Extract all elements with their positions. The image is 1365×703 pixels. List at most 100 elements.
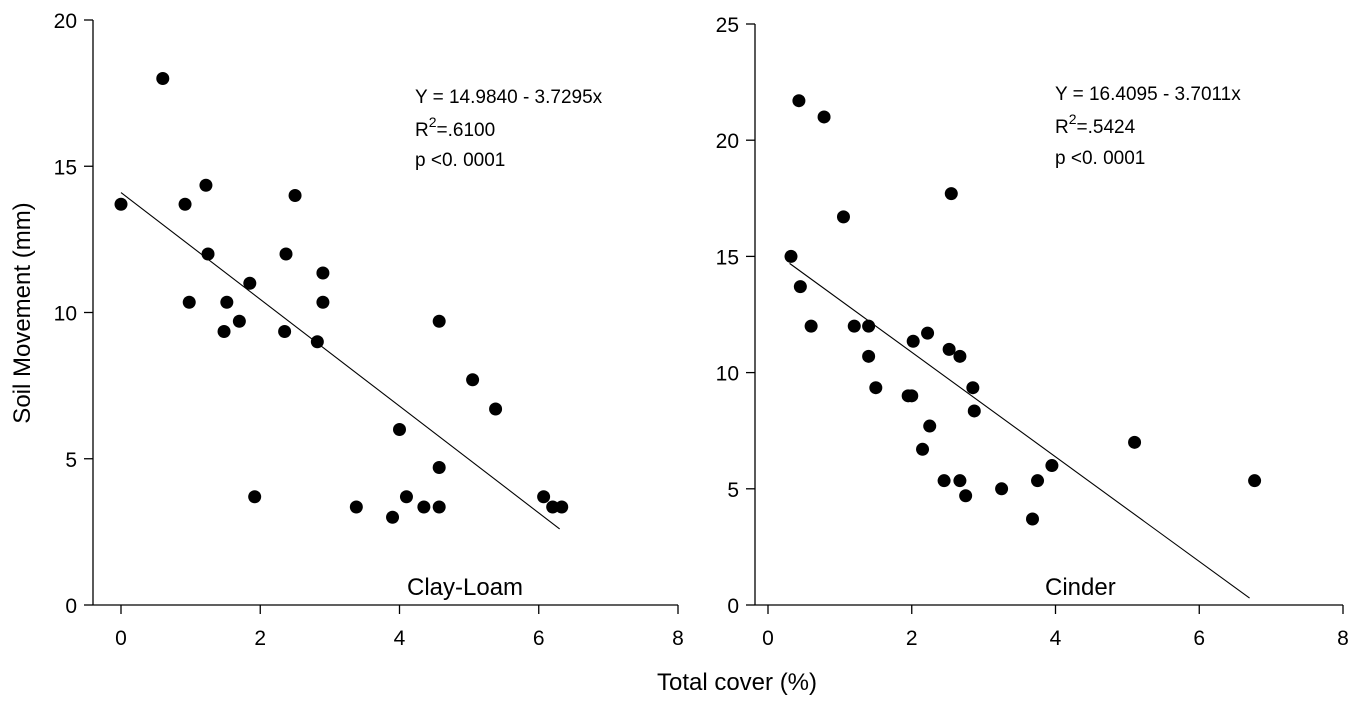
y-tick-label: 25: [716, 14, 739, 37]
data-point: [279, 247, 293, 261]
data-point: [156, 72, 170, 85]
data-point: [546, 500, 560, 514]
panel-label: Cinder: [1045, 574, 1116, 601]
data-point: [792, 94, 806, 108]
r-squared: R2=.5424: [1055, 111, 1136, 138]
data-point: [466, 373, 480, 387]
data-point: [555, 500, 569, 514]
data-point: [201, 247, 215, 261]
data-point: [399, 490, 413, 504]
p-value: p <0. 0001: [415, 150, 505, 171]
data-point: [386, 510, 400, 524]
data-point: [432, 461, 446, 475]
axes: 0 5 10 15 20 0 2 4 6 8: [54, 10, 684, 650]
data-point: [937, 474, 951, 488]
r-squared-value: =.5424: [1077, 117, 1136, 138]
data-point: [1128, 435, 1142, 449]
data-point: [921, 326, 935, 340]
r-squared-exponent: 2: [429, 114, 437, 130]
x-tick-label: 0: [762, 627, 774, 650]
x-tick-label: 2: [254, 627, 266, 650]
data-point: [847, 319, 861, 333]
y-tick-label: 5: [727, 479, 739, 502]
regression-equation: Y = 14.9840 - 3.7295x: [415, 87, 603, 108]
data-point: [916, 442, 930, 456]
regression-line: [120, 192, 560, 530]
x-tick-label: 2: [906, 627, 918, 650]
data-point: [182, 295, 196, 309]
data-point: [862, 349, 876, 363]
data-point: [349, 500, 363, 514]
y-tick-label: 15: [716, 246, 739, 269]
regression-line: [789, 262, 1250, 599]
data-point: [995, 482, 1009, 496]
data-point: [942, 342, 956, 356]
data-point: [862, 319, 876, 333]
x-tick-label: 4: [1050, 627, 1062, 650]
data-point: [393, 423, 406, 436]
y-tick-label: 0: [727, 595, 739, 618]
data-point: [417, 500, 431, 514]
r-squared: R2=.6100: [415, 114, 495, 141]
r-squared-exponent: 2: [1069, 111, 1077, 127]
panel-label: Clay-Loam: [407, 574, 523, 601]
y-axis-title: Soil Movement (mm): [9, 202, 36, 423]
x-tick-label: 0: [115, 627, 127, 650]
data-point: [316, 266, 330, 280]
y-tick-label: 20: [716, 130, 739, 153]
data-point: [537, 490, 551, 504]
y-tick-label: 5: [65, 449, 77, 472]
data-point: [944, 187, 958, 201]
data-point: [432, 500, 446, 514]
data-point: [243, 276, 257, 290]
data-point: [959, 489, 973, 503]
x-tick-label: 6: [533, 627, 545, 650]
r-squared-prefix: R: [415, 120, 429, 141]
y-tick-label: 15: [54, 156, 77, 179]
data-point: [966, 381, 980, 395]
x-tick-label: 6: [1193, 627, 1205, 650]
data-point: [220, 295, 234, 309]
marks: [784, 94, 1262, 599]
data-point: [953, 349, 967, 363]
x-axis-title: Total cover (%): [657, 669, 817, 696]
r-squared-value: =.6100: [437, 120, 496, 141]
data-point: [836, 210, 850, 224]
data-point: [248, 490, 262, 504]
data-point: [232, 314, 246, 328]
marks: [114, 72, 569, 530]
regression-equation: Y = 16.4095 - 3.7011x: [1055, 84, 1241, 105]
axes: 0 5 10 15 20 25 0 2 4 6 8: [716, 14, 1349, 650]
y-tick-label: 10: [716, 363, 739, 386]
data-point: [869, 381, 883, 395]
data-point: [278, 325, 292, 339]
data-point: [967, 404, 981, 418]
x-tick-label: 8: [1337, 627, 1349, 650]
p-value: p <0. 0001: [1055, 148, 1145, 169]
data-point: [217, 325, 231, 339]
data-point: [1248, 474, 1262, 488]
data-point: [114, 197, 128, 211]
data-point: [784, 249, 798, 263]
r-squared-prefix: R: [1055, 117, 1069, 138]
x-tick-label: 4: [394, 627, 406, 650]
data-point: [923, 419, 937, 433]
data-point: [953, 474, 967, 488]
y-tick-label: 10: [54, 303, 77, 326]
x-tick-label: 8: [672, 627, 684, 650]
data-point: [316, 295, 330, 309]
data-point: [1026, 512, 1039, 526]
data-point: [817, 110, 831, 124]
data-point: [804, 319, 818, 333]
data-point: [1031, 474, 1045, 488]
data-point: [906, 334, 920, 348]
data-point: [288, 189, 302, 202]
data-point: [489, 402, 503, 416]
data-point: [199, 178, 213, 192]
y-tick-label: 20: [54, 10, 77, 33]
y-tick-label: 0: [65, 595, 77, 618]
data-point: [432, 314, 446, 328]
